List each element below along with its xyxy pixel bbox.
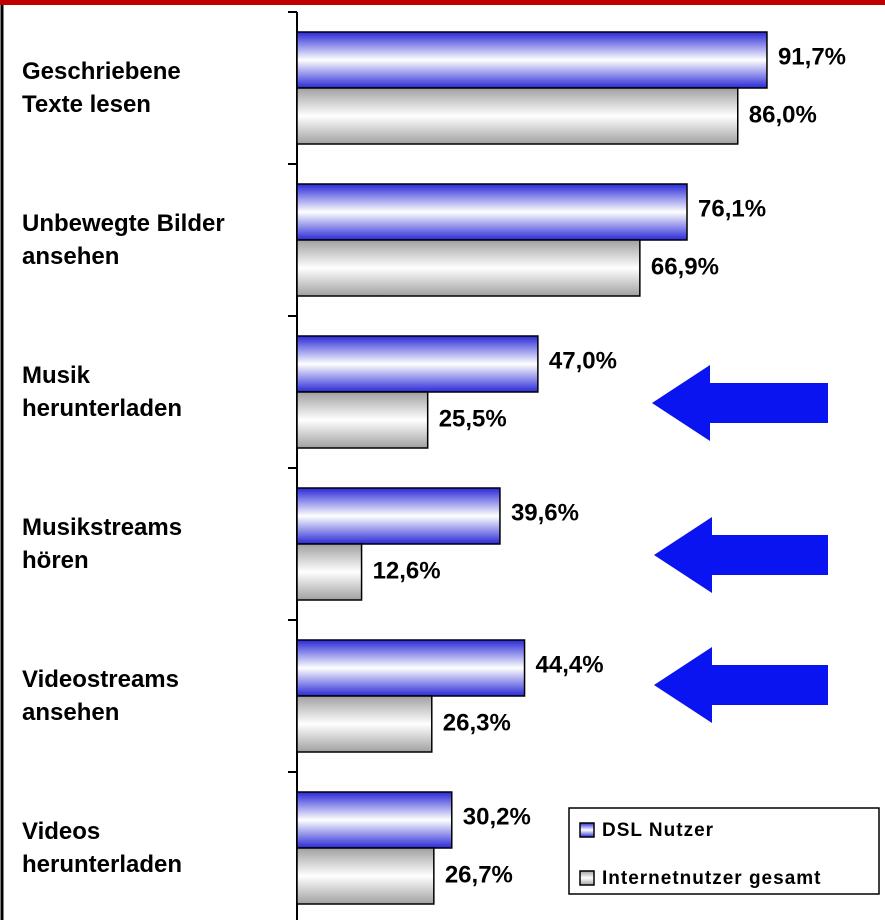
bar <box>296 239 641 297</box>
category-label: Geschriebene Texte lesen <box>22 58 181 118</box>
category-label: Unbewegte Bilder ansehen <box>22 210 225 270</box>
bar <box>296 183 688 241</box>
bar <box>296 695 433 753</box>
value-label: 25,5% <box>439 405 507 432</box>
arrow <box>654 517 828 593</box>
bar <box>296 87 739 145</box>
bar <box>296 391 429 449</box>
arrow <box>652 365 828 441</box>
bar <box>296 791 453 849</box>
legend-swatch <box>579 870 595 886</box>
category-label: Musikstreams hören <box>22 514 183 574</box>
category-label: Videostreams ansehen <box>22 666 179 726</box>
value-label: 66,9% <box>651 253 719 280</box>
bar <box>296 335 539 393</box>
legend-label: DSL Nutzer <box>602 820 714 841</box>
bar <box>296 847 435 905</box>
value-label: 26,7% <box>445 861 513 888</box>
top-border <box>0 0 885 5</box>
value-label: 47,0% <box>549 347 617 374</box>
category-label: Videos herunterladen <box>22 818 183 878</box>
value-label: 12,6% <box>373 557 441 584</box>
value-label: 39,6% <box>511 499 579 526</box>
value-label: 26,3% <box>443 709 511 736</box>
bar <box>296 487 501 545</box>
legend-swatch <box>579 822 595 838</box>
arrow <box>654 647 828 723</box>
value-label: 86,0% <box>749 101 817 128</box>
legend-box <box>568 807 880 895</box>
legend-label: Internetnutzer gesamt <box>602 868 821 889</box>
value-label: 76,1% <box>698 195 766 222</box>
bar <box>296 543 363 601</box>
category-label: Musik herunterladen <box>22 362 183 422</box>
value-label: 44,4% <box>536 651 604 678</box>
bar <box>296 31 768 89</box>
value-label: 91,7% <box>778 43 846 70</box>
bar <box>296 639 526 697</box>
value-label: 30,2% <box>463 803 531 830</box>
